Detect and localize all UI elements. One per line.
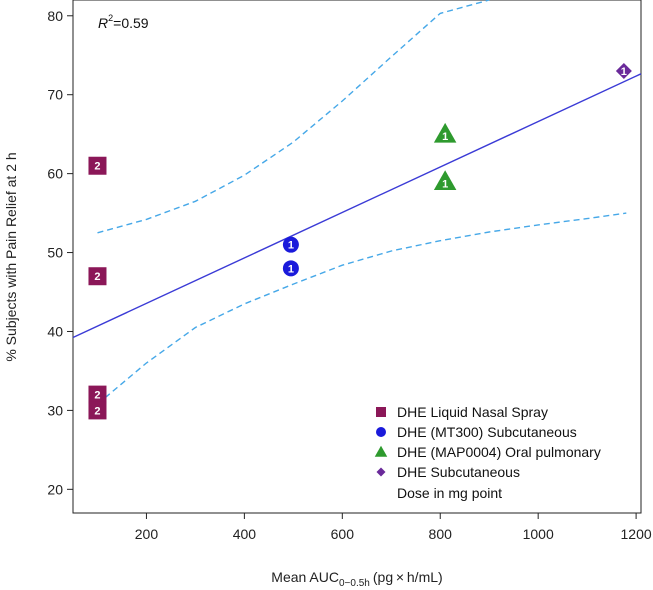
x-axis-title-main: Mean AUC [271, 569, 339, 585]
x-axis: 200 400 600 800 1000 1200 [135, 513, 652, 542]
x-tick-label: 800 [429, 526, 453, 542]
r-squared-value: =0.59 [113, 15, 149, 31]
data-point: 2 [88, 156, 107, 175]
dose-label: 2 [94, 161, 100, 173]
square-marker [88, 267, 107, 286]
plot-frame [72, 0, 642, 514]
data-point: 2 [88, 401, 107, 420]
data-point: 1 [282, 260, 299, 277]
dose-label: 1 [621, 66, 627, 78]
regression-line-group [72, 73, 642, 339]
legend-marker [376, 407, 386, 417]
ci-lower-band [97, 212, 627, 405]
dose-label: 1 [288, 240, 294, 252]
legend-entry-label: DHE (MT300) Subcutaneous [397, 424, 577, 440]
x-axis-title-units: (pg × h/mL) [373, 569, 443, 585]
ci-upper-band [97, 0, 490, 234]
triangle-marker [374, 445, 388, 457]
x-tick-label: 400 [233, 526, 257, 542]
x-tick-label: 200 [135, 526, 159, 542]
y-tick-label: 30 [47, 402, 63, 418]
r-squared-annotation: R2=0.59 [98, 13, 149, 31]
circle-marker [376, 427, 386, 437]
dose-label: 1 [442, 131, 448, 143]
square-marker [88, 156, 107, 175]
circle-marker [282, 260, 299, 277]
y-axis: 20 30 40 50 60 70 80 [47, 8, 73, 497]
square-marker [88, 385, 107, 404]
y-tick-label: 80 [47, 8, 63, 24]
r-squared-symbol: R [98, 15, 108, 31]
data-point: 1 [433, 122, 457, 143]
regression-line [72, 73, 642, 339]
diamond-marker [615, 63, 632, 80]
legend-entry-label: DHE Subcutaneous [397, 464, 520, 480]
legend-marker [376, 467, 386, 477]
data-point: 2 [88, 267, 107, 286]
x-axis-title-sub: 0−0.5h [339, 578, 370, 589]
x-axis-title: Mean AUC0−0.5h (pg × h/mL) [271, 569, 442, 589]
y-tick-label: 20 [47, 481, 63, 497]
confidence-bands [97, 0, 627, 405]
legend-marker [374, 445, 388, 457]
y-tick-label: 40 [47, 323, 63, 339]
y-tick-label: 70 [47, 87, 63, 103]
circle-marker [282, 236, 299, 253]
triangle-marker [433, 122, 457, 143]
triangle-marker [433, 170, 457, 190]
data-point: 1 [615, 63, 632, 80]
legend-entry-label: DHE (MAP0004) Oral pulmonary [397, 444, 601, 460]
dose-label: 1 [288, 263, 294, 275]
y-tick-label: 60 [47, 166, 63, 182]
legend: DHE Liquid Nasal Spray DHE (MT300) Subcut… [374, 404, 601, 480]
x-tick-label: 1200 [621, 526, 652, 542]
r-squared-exponent: 2 [108, 13, 113, 23]
square-marker [376, 407, 386, 417]
dose-label: 2 [94, 390, 100, 402]
data-point: 2 [88, 385, 107, 404]
y-axis-title: % Subjects with Pain Relief at 2 h [3, 152, 19, 361]
x-tick-label: 1000 [523, 526, 554, 542]
legend-note: Dose in mg point [397, 485, 502, 501]
dose-label: 1 [442, 179, 448, 191]
diamond-marker [376, 467, 386, 477]
data-point: 1 [282, 236, 299, 253]
dose-label: 2 [94, 271, 100, 283]
legend-entry-label: DHE Liquid Nasal Spray [397, 404, 548, 420]
square-marker [88, 401, 107, 420]
legend-marker [376, 427, 386, 437]
data-points: 2 2 2 2 1 1 1 1 1 [88, 63, 632, 420]
dose-label: 2 [94, 405, 100, 417]
data-point: 1 [433, 170, 457, 191]
x-tick-label: 600 [331, 526, 355, 542]
y-tick-label: 50 [47, 245, 63, 261]
